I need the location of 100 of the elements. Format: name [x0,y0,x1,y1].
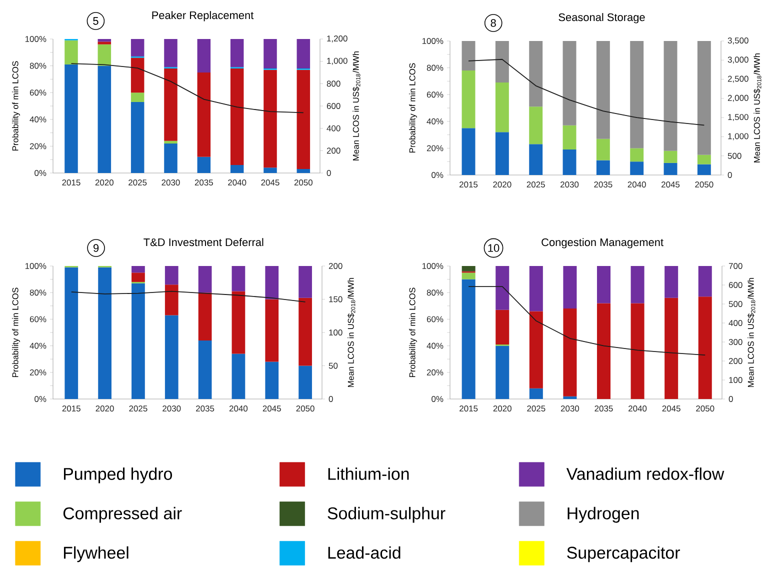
y-tick-label: 0% [432,396,444,402]
bar [596,303,611,399]
x-tick-label: 2020 [95,180,114,186]
bar [198,266,212,293]
y2-axis-title: Mean LCOS in US$$_{2018}$/MWh [754,53,762,162]
x-tick-label: 2050 [695,182,714,188]
y2-tick-label: 200 [326,148,340,154]
x-tick-label: 2045 [262,406,281,412]
x-tick-label: 2050 [696,406,714,412]
legend-label: Lead-acid [328,546,400,559]
y-tick-label: 20% [30,369,46,376]
bar [132,272,145,282]
y2-tick-label: 150 [329,296,342,302]
y2-tick-label: 0 [326,170,331,176]
chart-title: Congestion Management [542,238,664,248]
bar [130,58,144,93]
bar [232,291,246,354]
bar [264,70,277,168]
bar [98,42,112,44]
x-tick-label: 2025 [526,182,545,188]
bar [697,154,711,164]
bar [164,140,178,144]
y-axis-title: Probability of min LCOS [409,288,417,377]
bar [296,168,310,173]
y2-tick-label: 1,200 [327,36,348,42]
x-tick-label: 2050 [294,180,312,186]
y2-tick-label: 3,500 [728,38,748,44]
line-series [468,58,705,126]
x-tick-label: 2035 [196,406,214,412]
bar [265,362,279,399]
legend-label: Sodium-sulphur [328,506,446,523]
y2-axis-title: Mean LCOS in US$$_{2018}$/MWh [748,278,756,387]
bar [130,102,144,173]
bar [529,266,543,312]
bar [64,40,78,64]
x-tick-label: 2020 [96,406,114,412]
y-tick-label: 20% [426,369,444,376]
bar [198,292,212,340]
bar [630,40,644,148]
bar [630,266,644,304]
bar [264,39,277,68]
bar [230,68,244,165]
bar [164,266,178,285]
bar [98,66,112,173]
bar [496,310,510,344]
y-tick-label: 20% [30,143,46,150]
legend-label: Hydrogen [568,506,639,523]
y-axis-title: Probability of min LCOS [409,63,417,152]
y2-tick-label: 200 [728,358,742,364]
x-tick-label: 2030 [560,406,580,412]
y2-tick-label: 500 [728,301,742,307]
bar [230,164,244,173]
x-tick-label: 2020 [493,406,512,412]
y2-tick-label: 2,500 [728,76,748,83]
y-tick-label: 0% [432,172,444,178]
bar [232,266,246,292]
y2-axis-title: Mean LCOS in US$$_{2018}$/MWh [352,51,360,160]
line-series [70,63,304,114]
bar [697,164,711,175]
chart-title: Seasonal Storage [558,13,645,24]
bar [98,44,112,66]
y2-tick-label: 300 [728,339,742,345]
line-series [70,290,306,302]
x-tick-label: 2035 [194,180,213,186]
bar [462,70,476,128]
x-tick-label: 2040 [229,406,248,412]
x-tick-label: 2045 [662,182,680,188]
bar [630,148,644,162]
bar [98,39,112,42]
bar [164,68,178,141]
bar [563,266,577,309]
y-tick-label: 40% [426,342,444,349]
bar [164,315,178,399]
legend-label: Supercapacitor [567,546,680,562]
text: 8 [490,19,496,27]
y-tick-label: 0% [34,170,46,176]
y-axis-title: Probability of min LCOS [12,288,20,377]
y-tick-label: 60% [30,316,46,322]
bar [697,40,711,155]
y2-tick-label: 600 [728,282,742,288]
bar [198,340,212,399]
line-series [468,286,706,356]
bar [630,162,644,175]
y-tick-label: 100% [25,36,46,42]
x-tick-label: 2045 [662,406,680,412]
bar [495,132,509,175]
bar [132,266,145,273]
bar [563,396,577,399]
bar [298,266,312,298]
bar [596,138,610,160]
y-tick-label: 80% [426,64,444,71]
y2-tick-label: 1,500 [728,114,748,122]
bar [664,266,678,298]
bar [462,279,476,399]
y-tick-label: 40% [30,116,46,122]
x-tick-label: 2045 [261,180,280,186]
chart-title: Peaker Replacement [152,11,254,22]
bar [64,64,78,173]
bar [298,366,312,399]
legend-label: Lithium-ion [328,468,409,480]
